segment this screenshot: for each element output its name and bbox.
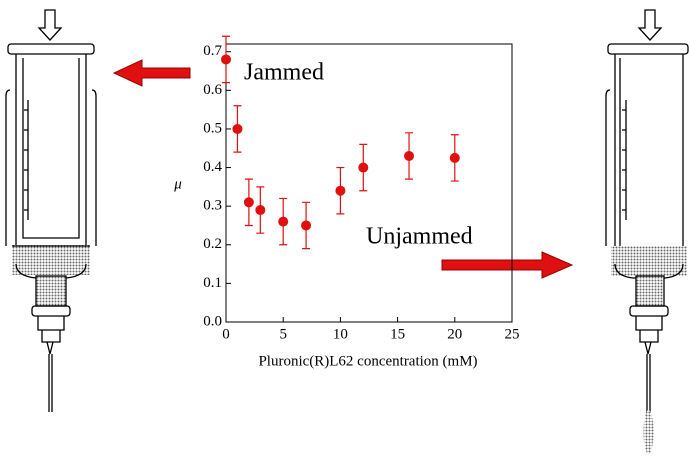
x-tick-label: 0 xyxy=(222,326,230,342)
syringe-left xyxy=(5,9,97,412)
annotation: Unjammed xyxy=(366,224,473,250)
y-tick-label: 0.6 xyxy=(203,82,222,98)
arrow-right xyxy=(441,251,574,279)
y-tick-label: 0.1 xyxy=(203,275,222,291)
point xyxy=(358,162,369,173)
plot-frame xyxy=(225,43,513,323)
y-tick-label: 0.0 xyxy=(203,313,222,329)
annotation: Jammed xyxy=(244,60,324,86)
point xyxy=(278,216,289,227)
point xyxy=(243,197,254,208)
x-tick-label: 10 xyxy=(333,326,348,342)
syringe-right xyxy=(605,9,689,454)
point xyxy=(232,123,243,134)
x-tick-label: 5 xyxy=(279,326,287,342)
x-tick-label: 25 xyxy=(505,326,520,342)
x-tick-label: 20 xyxy=(447,326,462,342)
y-tick-label: 0.5 xyxy=(203,120,222,136)
point xyxy=(335,185,346,196)
point xyxy=(404,150,415,161)
y-tick-label: 0.3 xyxy=(203,198,222,214)
point xyxy=(255,205,266,216)
point xyxy=(301,220,312,231)
y-tick-label: 0.7 xyxy=(203,43,222,59)
x-tick-label: 15 xyxy=(390,326,405,342)
y-axis-label: μ xyxy=(173,176,182,192)
point xyxy=(221,54,231,65)
point xyxy=(449,152,460,163)
y-tick-label: 0.2 xyxy=(203,236,222,252)
x-axis-label: Pluronic(R)L62 concentration (mM) xyxy=(258,353,477,369)
y-tick-label: 0.4 xyxy=(203,159,222,175)
arrow-left xyxy=(112,59,191,87)
